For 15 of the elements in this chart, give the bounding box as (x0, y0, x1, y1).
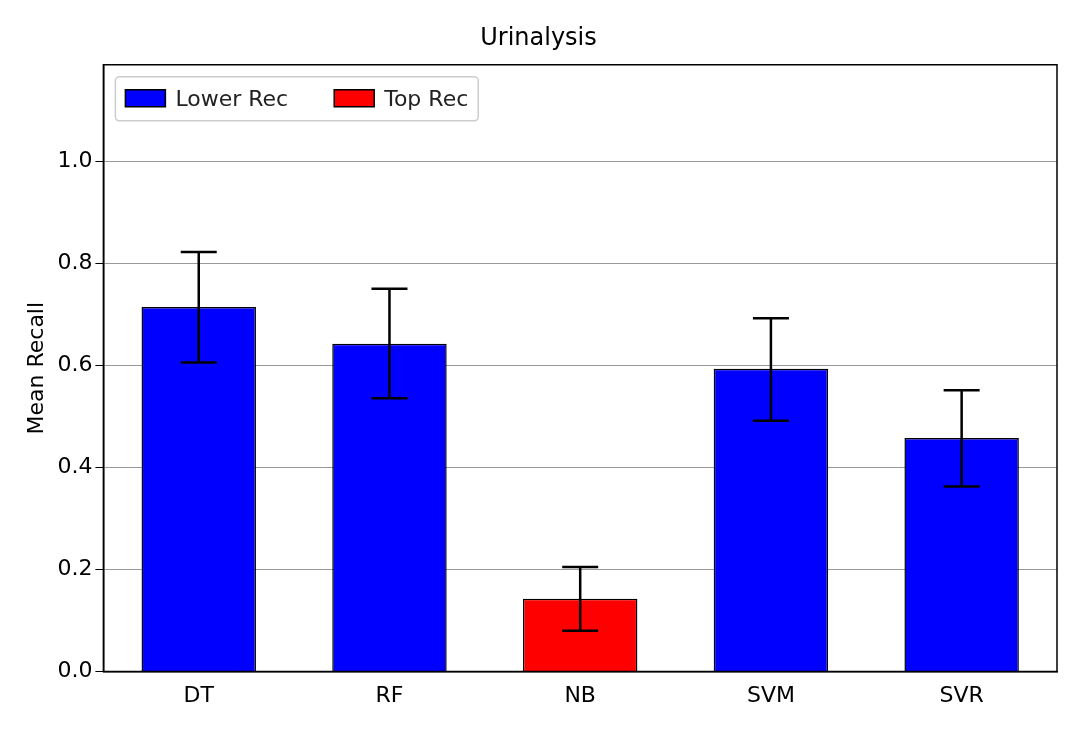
chart-title: Urinalysis (480, 22, 597, 51)
legend-label: Top Rec (383, 85, 469, 111)
y-tick-label: 1.0 (57, 147, 93, 173)
y-tick-label: 0.4 (57, 453, 93, 479)
x-tick-label: DT (183, 681, 215, 707)
y-tick-label: 0.6 (57, 351, 93, 377)
y-tick-label: 0.8 (57, 249, 93, 275)
legend-label: Lower Rec (175, 85, 289, 111)
x-tick-label: SVM (746, 681, 795, 707)
x-tick-label: RF (375, 681, 404, 707)
x-tick-label: NB (564, 681, 596, 707)
x-tick-label: SVR (939, 681, 984, 707)
y-axis-title: Mean Recall (22, 301, 48, 435)
y-tick-label: 0.0 (57, 657, 93, 683)
y-tick-label: 0.2 (57, 555, 93, 581)
